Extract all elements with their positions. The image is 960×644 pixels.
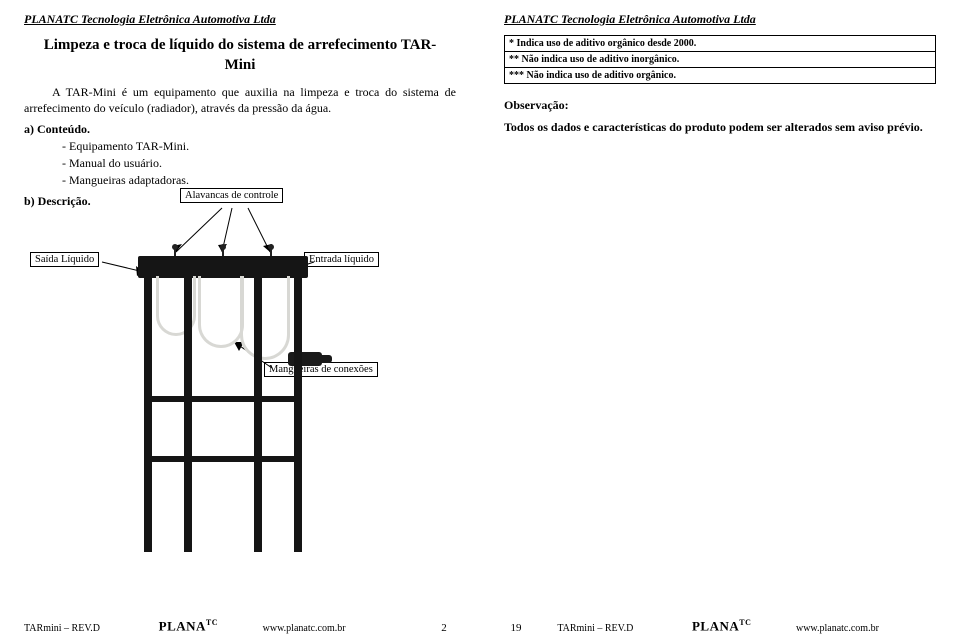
notes-table: * Indica uso de aditivo orgânico desde 2… [504, 35, 936, 84]
company-header-right: PLANATC Tecnologia Eletrônica Automotiva… [504, 12, 936, 27]
equipment-illustration [138, 256, 308, 556]
stand-leg [144, 276, 152, 552]
section-a-label: a) Conteúdo. [24, 122, 456, 137]
intro-text: A TAR-Mini é um equipamento que auxilia … [24, 85, 456, 115]
stand-leg [184, 276, 192, 552]
footer-rev: TARmini – REV.D [24, 623, 114, 634]
footer-page-right: 19 [504, 622, 528, 634]
document-title: Limpeza e troca de líquido do sistema de… [42, 35, 438, 76]
content-item-2: - Manual do usuário. [62, 156, 456, 171]
intro-paragraph: A TAR-Mini é um equipamento que auxilia … [24, 84, 456, 116]
footer-url: www.planatc.com.br [263, 623, 403, 634]
stand-leg [294, 276, 302, 552]
logo-sup: TC [206, 618, 218, 627]
stand-top [138, 256, 308, 278]
arrow-alavancas-2 [214, 206, 244, 256]
footer-rev: TARmini – REV.D [557, 623, 647, 634]
callout-alavancas: Alavancas de controle [180, 188, 283, 203]
note-row-1: * Indica uso de aditivo orgânico desde 2… [505, 36, 935, 51]
logo-sup: TC [739, 618, 751, 627]
footer-right: 19 TARmini – REV.D PLANATC www.planatc.c… [480, 618, 960, 634]
content-item-3: - Mangueiras adaptadoras. [62, 173, 456, 188]
equipment-diagram: Saída Líquido Entrada líquido Mangueiras… [24, 212, 456, 572]
content-item-1: - Equipamento TAR-Mini. [62, 139, 456, 154]
note-row-2: ** Não indica uso de aditivo inorgânico. [505, 51, 935, 67]
observation-heading: Observação: [504, 98, 936, 113]
footer-logo: PLANATC [143, 618, 233, 634]
left-page: PLANATC Tecnologia Eletrônica Automotiva… [0, 0, 480, 644]
hose-icon [240, 276, 290, 360]
logo-main: PLANA [159, 618, 206, 633]
note-row-3: *** Não indica uso de aditivo orgânico. [505, 67, 935, 83]
footer-logo: PLANATC [677, 618, 767, 634]
stand-leg [254, 276, 262, 552]
right-page: PLANATC Tecnologia Eletrônica Automotiva… [480, 0, 960, 644]
logo-main: PLANA [692, 618, 739, 633]
arrow-alavancas-3 [246, 206, 286, 256]
observation-body: Todos os dados e características do prod… [504, 119, 936, 135]
footer-page-left: 2 [432, 622, 456, 634]
company-header-left: PLANATC Tecnologia Eletrônica Automotiva… [24, 12, 456, 27]
footer-url: www.planatc.com.br [796, 623, 936, 634]
stand-crossbar [144, 396, 302, 402]
footer-left: TARmini – REV.D PLANATC www.planatc.com.… [0, 618, 480, 634]
hose-icon [198, 276, 244, 348]
stand-crossbar [144, 456, 302, 462]
section-b-label: b) Descrição. [24, 194, 91, 209]
callout-saida: Saída Líquido [30, 252, 99, 267]
